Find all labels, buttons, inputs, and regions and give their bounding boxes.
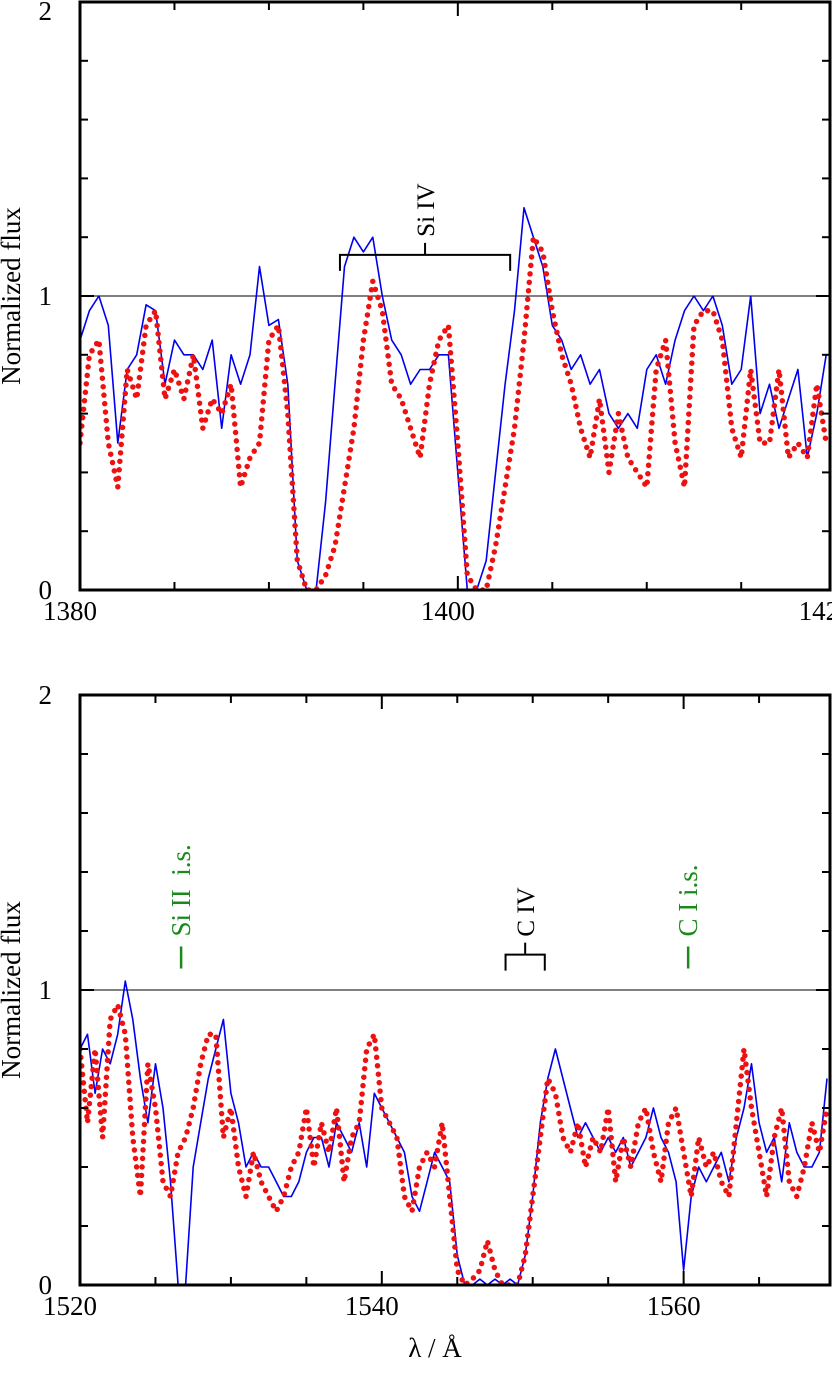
y-tick-label: 0 — [39, 1270, 53, 1300]
y-tick-label: 2 — [39, 0, 53, 26]
line-label: Si IV — [413, 183, 440, 236]
bracket — [504, 942, 546, 971]
y-tick-label: 1 — [39, 975, 53, 1005]
x-tick-label: 1420 — [799, 596, 832, 626]
line-label: Si II i.s. — [166, 844, 196, 936]
line-marker — [504, 942, 546, 971]
line-marker — [338, 242, 512, 271]
x-tick-label: 1560 — [647, 1291, 701, 1321]
spectrum-line — [80, 980, 828, 1285]
plot-area — [80, 207, 829, 590]
x-tick-label: 1520 — [43, 1291, 97, 1321]
bracket — [338, 242, 512, 271]
y-axis-label: Normalized flux — [0, 901, 26, 1079]
line-label: C I i.s. — [673, 864, 703, 936]
plot-area — [80, 980, 830, 1285]
y-tick-label: 0 — [39, 575, 53, 605]
y-tick-label: 1 — [39, 281, 53, 311]
y-tick-label: 2 — [39, 680, 53, 710]
x-tick-label: 1400 — [421, 596, 475, 626]
spectrum-line — [80, 207, 827, 590]
line-label: C IV — [513, 887, 540, 936]
x-tick-label: 1540 — [345, 1291, 399, 1321]
x-axis-label: λ / Å — [408, 1333, 462, 1363]
y-axis-label: Normalized flux — [0, 207, 26, 385]
x-tick-label: 1380 — [43, 596, 97, 626]
spectrum-line — [80, 228, 829, 590]
spectrum-line — [80, 997, 830, 1285]
